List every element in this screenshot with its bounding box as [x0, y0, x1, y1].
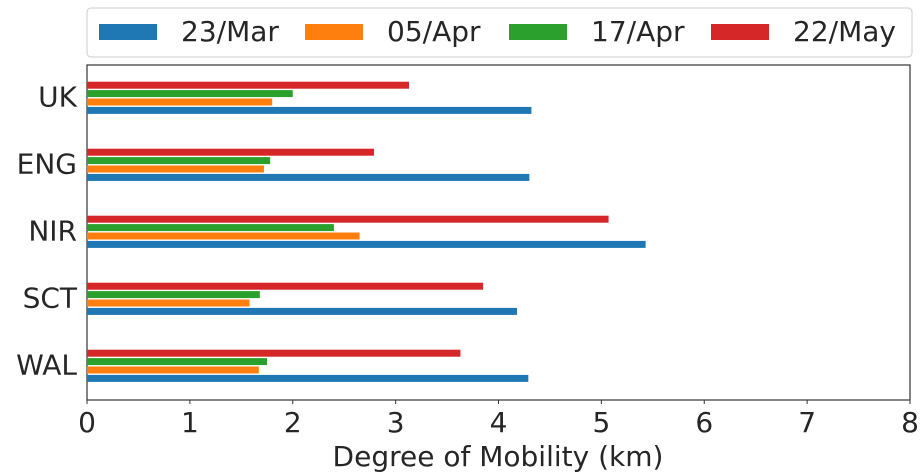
bar — [87, 240, 646, 248]
legend-label: 23/Mar — [181, 15, 279, 48]
legend-swatch — [305, 24, 363, 40]
bar — [87, 232, 360, 240]
bar — [87, 173, 530, 181]
bar — [87, 98, 273, 106]
x-tick-label: 5 — [592, 406, 610, 439]
bar — [87, 374, 529, 382]
x-tick-label: 1 — [181, 406, 199, 439]
x-tick-label: 0 — [78, 406, 96, 439]
bar — [87, 215, 609, 223]
legend-swatch — [99, 24, 157, 40]
x-tick-label: 7 — [798, 406, 816, 439]
legend-label: 22/May — [793, 15, 896, 48]
y-tick-label: UK — [38, 81, 77, 114]
bar — [87, 282, 484, 290]
x-tick-label: 4 — [490, 406, 508, 439]
legend-box — [86, 7, 913, 58]
x-tick-label: 2 — [284, 406, 302, 439]
x-tick-label: 8 — [901, 406, 919, 439]
x-tick-label: 6 — [695, 406, 713, 439]
y-tick-label: NIR — [28, 215, 77, 248]
y-tick-label: WAL — [16, 349, 77, 382]
bar — [87, 90, 293, 98]
x-axis-label: Degree of Mobility (km) — [333, 440, 664, 473]
bar — [87, 366, 259, 374]
legend-swatch — [711, 24, 769, 40]
legend-swatch — [509, 24, 567, 40]
bar — [87, 291, 260, 299]
y-tick-label: ENG — [17, 148, 77, 181]
y-tick-label: SCT — [23, 282, 78, 315]
bar — [87, 148, 375, 156]
bar — [87, 299, 250, 307]
legend-label: 05/Apr — [387, 15, 481, 48]
bar — [87, 224, 334, 232]
bar — [87, 358, 268, 366]
bar — [87, 106, 532, 114]
bar — [87, 165, 264, 173]
bar — [87, 349, 461, 357]
bar — [87, 157, 271, 165]
bar — [87, 307, 518, 315]
bar — [87, 81, 409, 89]
legend-label: 17/Apr — [591, 15, 685, 48]
x-tick-label: 3 — [387, 406, 405, 439]
